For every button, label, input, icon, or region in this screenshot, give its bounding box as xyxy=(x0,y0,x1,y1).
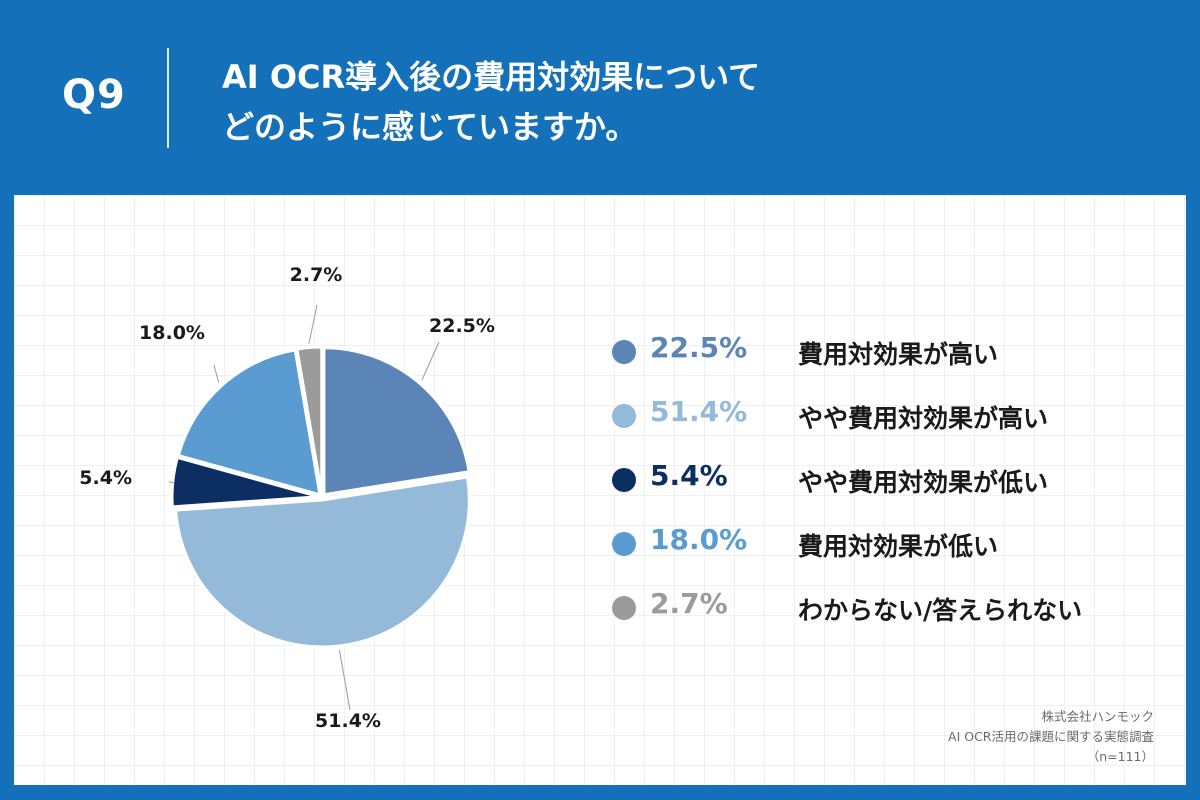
pie-data-label: 5.4% xyxy=(79,467,132,489)
legend-percent: 51.4% xyxy=(650,395,748,428)
question-title-line-1: AI OCR導入後の費用対効果について xyxy=(222,58,761,96)
pie-data-label: 51.4% xyxy=(315,710,381,732)
header-bar: Q9 AI OCR導入後の費用対効果について どのように感じていますか。 xyxy=(0,0,1200,195)
legend-label: やや費用対効果が高い xyxy=(798,404,1049,433)
legend-percent: 18.0% xyxy=(650,523,748,556)
pie-slice xyxy=(176,348,322,497)
leader-line xyxy=(168,481,175,484)
pie-slice xyxy=(174,475,471,649)
leader-line xyxy=(421,341,440,381)
legend-label: 費用対効果が低い xyxy=(798,532,999,561)
legend-dot xyxy=(612,340,636,364)
pie-slice xyxy=(295,345,324,495)
leader-line xyxy=(338,649,351,711)
legend-label: 費用対効果が高い xyxy=(798,340,999,369)
legend-dot xyxy=(612,404,636,428)
pie-data-label: 22.5% xyxy=(429,315,495,337)
pie-slice xyxy=(322,346,471,497)
legend-dot xyxy=(612,596,636,620)
pie-data-label: 18.0% xyxy=(139,322,205,344)
legend-label: やや費用対効果が低い xyxy=(798,468,1049,497)
question-number: Q9 xyxy=(62,72,126,118)
pie-slice xyxy=(170,455,320,509)
source-company: 株式会社ハンモック xyxy=(1041,709,1154,724)
legend-percent: 22.5% xyxy=(650,331,748,364)
legend-dot xyxy=(612,468,636,492)
pie-data-label: 2.7% xyxy=(290,264,343,286)
source-sample-size: （n=111） xyxy=(1086,749,1154,764)
legend-percent: 5.4% xyxy=(650,459,728,492)
legend-dot xyxy=(612,532,636,556)
question-title-line-2: どのように感じていますか。 xyxy=(222,108,638,146)
legend-percent: 2.7% xyxy=(650,587,728,620)
leader-line xyxy=(213,364,220,383)
question-title: AI OCR導入後の費用対効果について どのように感じていますか。 xyxy=(222,52,1162,152)
legend-label: わからない/答えられない xyxy=(798,596,1083,625)
header-divider xyxy=(167,48,169,148)
chart-panel: 22.5% 51.4% 5.4% 18.0% 2.7% 22.5% 費用対効果が高い 5… xyxy=(14,195,1186,785)
pie-chart: 22.5% 51.4% 5.4% 18.0% 2.7% xyxy=(79,264,495,732)
source-survey: AI OCR活用の課題に関する実態調査 xyxy=(948,729,1154,744)
leader-line xyxy=(308,304,318,344)
source-note: 株式会社ハンモック AI OCR活用の課題に関する実態調査 （n=111） xyxy=(948,707,1154,767)
